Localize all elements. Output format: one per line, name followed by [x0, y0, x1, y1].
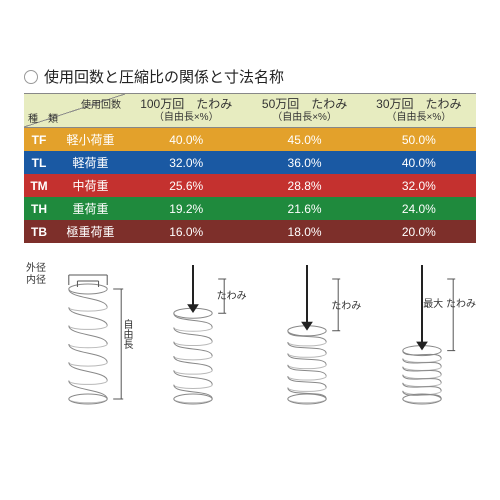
row-value: 32.0% [125, 151, 247, 174]
row-value: 18.0% [247, 220, 361, 243]
row-value: 50.0% [362, 128, 476, 152]
table-row: TL軽荷重32.0%36.0%40.0% [24, 151, 476, 174]
row-value: 40.0% [125, 128, 247, 152]
row-value: 36.0% [247, 151, 361, 174]
spring-table: 使用回数 種 類 100万回 たわみ（自由長×%） 50万回 たわみ（自由長×%… [24, 93, 476, 243]
table-row: TH重荷重19.2%21.6%24.0% [24, 197, 476, 220]
diagram-cell: 最大 たわみ [368, 259, 476, 409]
diagram-cell: たわみ [253, 259, 361, 409]
row-code: TM [24, 174, 54, 197]
label-inner-dia: 内径 [26, 271, 46, 286]
row-code: TH [24, 197, 54, 220]
spring-icon [139, 259, 247, 409]
diagram-cell: 外径内径自由長 [24, 259, 132, 409]
row-name: 軽小荷重 [54, 128, 125, 152]
header-type-cell: 使用回数 種 類 [24, 94, 125, 128]
row-value: 21.6% [247, 197, 361, 220]
row-value: 28.8% [247, 174, 361, 197]
row-value: 40.0% [362, 151, 476, 174]
spring-icon [253, 259, 361, 409]
label-deflection: たわみ [331, 297, 361, 312]
label-deflection: たわみ [217, 287, 247, 302]
row-name: 中荷重 [54, 174, 125, 197]
diagram-cell: たわみ [139, 259, 247, 409]
row-name: 軽荷重 [54, 151, 125, 174]
header-col-30: 30万回 たわみ（自由長×%） [362, 94, 476, 128]
table-row: TF軽小荷重40.0%45.0%50.0% [24, 128, 476, 152]
title-text: 使用回数と圧縮比の関係と寸法名称 [44, 66, 284, 87]
row-name: 極重荷重 [54, 220, 125, 243]
header-uses-label: 使用回数 [81, 96, 121, 111]
row-code: TF [24, 128, 54, 152]
row-value: 20.0% [362, 220, 476, 243]
diagram-row: 外径内径自由長 たわみ たわみ 最大 たわみ [24, 259, 476, 409]
row-value: 45.0% [247, 128, 361, 152]
table-row: TB極重荷重16.0%18.0%20.0% [24, 220, 476, 243]
row-value: 25.6% [125, 174, 247, 197]
row-value: 19.2% [125, 197, 247, 220]
header-col-50: 50万回 たわみ（自由長×%） [247, 94, 361, 128]
row-name: 重荷重 [54, 197, 125, 220]
table-header-row: 使用回数 種 類 100万回 たわみ（自由長×%） 50万回 たわみ（自由長×%… [24, 94, 476, 128]
section-title: 使用回数と圧縮比の関係と寸法名称 [24, 66, 476, 87]
spring-icon [368, 259, 476, 409]
row-value: 16.0% [125, 220, 247, 243]
title-bullet-icon [24, 70, 38, 84]
row-value: 32.0% [362, 174, 476, 197]
header-kind-label: 種 類 [28, 110, 58, 125]
header-col-100: 100万回 たわみ（自由長×%） [125, 94, 247, 128]
row-code: TL [24, 151, 54, 174]
label-free-length: 自由長 [119, 319, 134, 349]
table-row: TM中荷重25.6%28.8%32.0% [24, 174, 476, 197]
row-value: 24.0% [362, 197, 476, 220]
table-body: TF軽小荷重40.0%45.0%50.0%TL軽荷重32.0%36.0%40.0… [24, 128, 476, 244]
label-max-deflection: 最大 たわみ [423, 299, 476, 310]
row-code: TB [24, 220, 54, 243]
